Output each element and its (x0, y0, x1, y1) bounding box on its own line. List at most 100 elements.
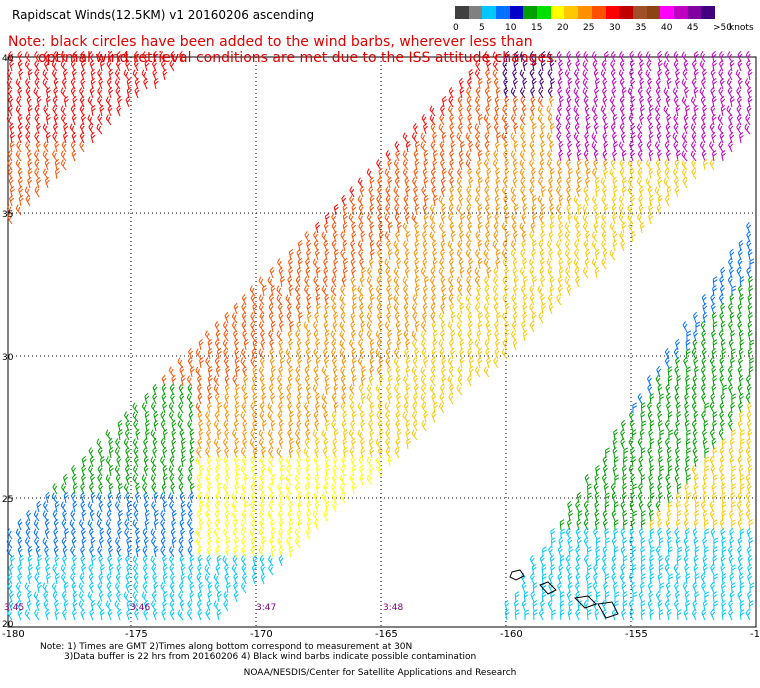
wind-barb (645, 51, 652, 63)
wind-barb (665, 95, 671, 108)
wind-barb (737, 59, 743, 72)
wind-barb (486, 77, 492, 90)
longitude-label: -175 (125, 629, 148, 640)
wind-barb (719, 59, 724, 72)
wind-barb (719, 50, 724, 63)
wind-barb (502, 60, 508, 72)
wind-barb (8, 50, 14, 63)
colorbar-swatch (468, 6, 483, 19)
wind-barb (682, 69, 688, 81)
wind-barb (693, 50, 699, 63)
wind-barb (639, 59, 645, 72)
wind-barb (80, 77, 86, 90)
colorbar-tick: 25 (583, 23, 595, 33)
wind-barb (609, 96, 616, 108)
wind-barb (142, 51, 148, 63)
wind-barb (537, 96, 544, 108)
wind-barb (6, 78, 13, 90)
wind-barb (169, 60, 175, 72)
wind-barb (519, 87, 526, 99)
wind-barb (558, 96, 564, 108)
wind-barb (711, 50, 717, 63)
wind-barb (87, 96, 94, 108)
wind-barb (484, 51, 490, 63)
footer-note-2: 3)Data buffer is 22 hrs from 20160206 4)… (64, 652, 477, 662)
wind-barb (8, 95, 14, 108)
wind-barb (126, 77, 132, 90)
wind-barb (672, 87, 679, 99)
colorbar-swatch (591, 6, 606, 19)
wind-barb (655, 77, 661, 90)
wind-barb (70, 87, 76, 99)
wind-barb (115, 59, 121, 72)
wind-barb (475, 87, 481, 99)
wind-barb (474, 96, 481, 108)
note-line-1: Note: black circles have been added to t… (8, 34, 533, 50)
wind-barb (493, 77, 499, 90)
ess-note: Note: black circles have been added to t… (8, 34, 568, 66)
wind-barb (116, 50, 122, 63)
wind-barb (720, 95, 726, 108)
wind-barb (97, 96, 103, 108)
wind-barb (492, 69, 499, 81)
wind-barb (558, 59, 564, 72)
wind-barb (602, 77, 608, 90)
wind-barb (727, 69, 733, 81)
wind-barb (529, 69, 535, 81)
wind-barb (557, 86, 563, 99)
wind-barb (566, 59, 572, 72)
wind-barb (448, 87, 454, 99)
wind-barb (639, 95, 645, 108)
wind-barb (637, 68, 643, 81)
wind-barb (573, 87, 580, 99)
wind-barb (673, 96, 679, 108)
wind-barb (162, 68, 168, 81)
wind-barb (34, 69, 40, 81)
wind-barb (159, 51, 166, 63)
wind-barb (125, 59, 131, 72)
wind-barb (593, 95, 599, 108)
wind-barb (744, 78, 751, 90)
wind-barb (519, 69, 526, 81)
wind-barb (477, 78, 483, 90)
wind-barb (475, 60, 481, 72)
colorbar-swatch (482, 6, 497, 19)
wind-barb (684, 86, 689, 99)
wind-barb (656, 95, 662, 108)
wind-barb (529, 50, 535, 63)
wind-barb (574, 77, 580, 90)
wind-barb (699, 60, 706, 72)
wind-barb (90, 68, 96, 81)
wind-barb (746, 59, 751, 72)
wind-barb (610, 60, 616, 72)
wind-barb (513, 59, 519, 72)
wind-barb (72, 95, 78, 108)
colorbar-swatch (632, 6, 648, 19)
wind-barb (134, 50, 140, 63)
wind-barb (484, 86, 490, 99)
colorbar-swatch (619, 6, 634, 19)
wind-barb (700, 51, 706, 63)
wind-barb (16, 96, 22, 108)
wind-barb (683, 59, 689, 72)
wind-barb (540, 51, 546, 63)
wind-barb (153, 77, 159, 90)
wind-barb (89, 86, 95, 99)
colorbar-tick: 0 (453, 23, 459, 33)
wind-barb (106, 60, 112, 72)
wind-barb (710, 68, 716, 81)
wind-barb (657, 68, 663, 81)
wind-barb (36, 95, 42, 108)
wind-barb (564, 69, 571, 81)
wind-barb (701, 77, 706, 90)
wind-barb (458, 77, 464, 90)
wind-barb (727, 87, 733, 99)
wind-barb (522, 59, 528, 72)
wind-barb (619, 78, 625, 90)
wind-barb (466, 96, 472, 108)
colorbar-tick: 5 (479, 23, 485, 33)
wind-barb (693, 68, 699, 81)
wind-barb (123, 69, 130, 81)
wind-barb (575, 59, 581, 72)
wind-barb (583, 51, 589, 63)
